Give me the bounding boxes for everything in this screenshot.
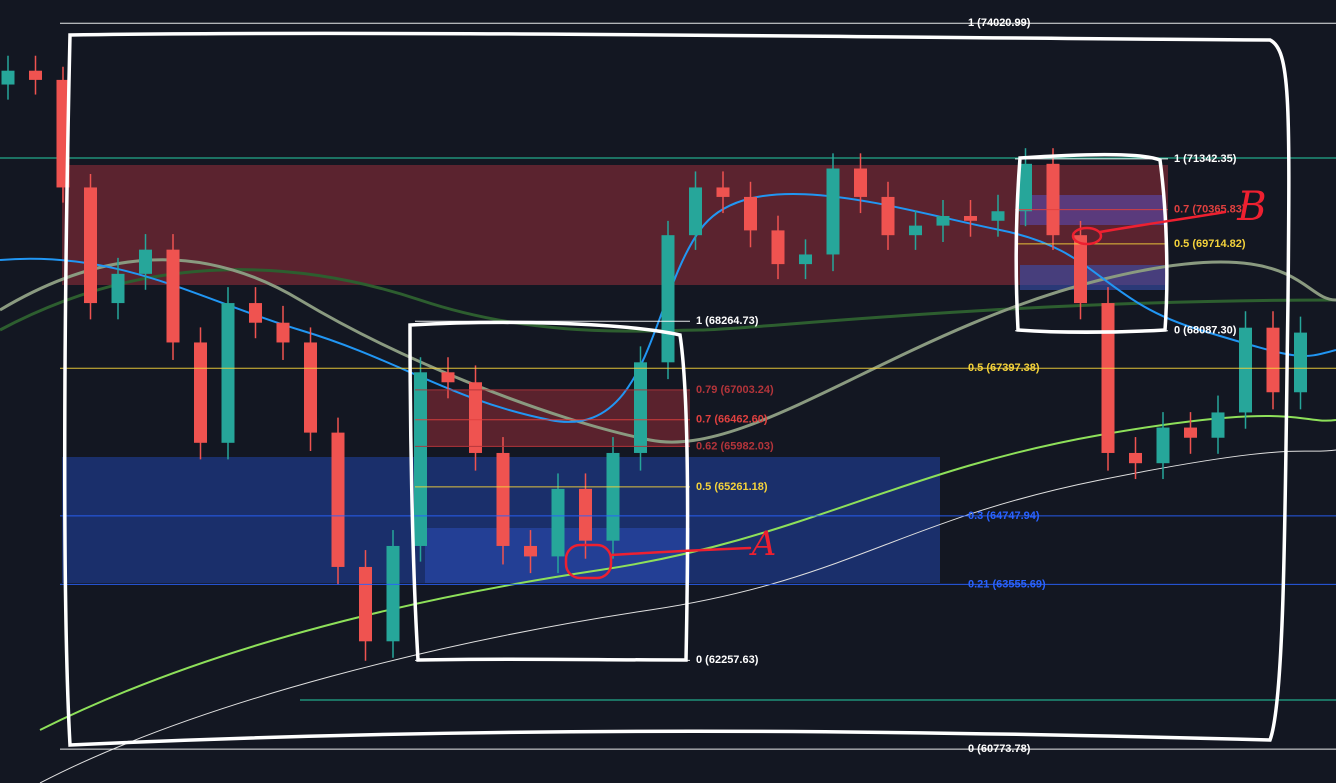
candle-body bbox=[1211, 412, 1225, 438]
candle-body bbox=[1, 70, 15, 85]
candle-body bbox=[276, 322, 290, 343]
candle-body bbox=[1156, 427, 1170, 464]
annotation-text: A bbox=[749, 524, 777, 564]
fib-label: 0.62 (65982.03) bbox=[696, 440, 774, 452]
moving-average bbox=[39, 415, 1336, 731]
candle-body bbox=[1129, 452, 1142, 464]
hand-arrow bbox=[609, 546, 752, 557]
hand-circle bbox=[564, 543, 613, 580]
hand-circle bbox=[1071, 226, 1103, 246]
fib-label: 0.7 (66462.60) bbox=[696, 414, 768, 426]
candle-body bbox=[1019, 163, 1032, 212]
candle-body bbox=[331, 432, 345, 567]
candle-body bbox=[221, 303, 235, 443]
candle-body bbox=[1239, 327, 1252, 413]
candle-body bbox=[771, 230, 785, 265]
candle-body bbox=[716, 187, 730, 197]
fib-zone bbox=[425, 390, 690, 447]
candle-body bbox=[634, 362, 647, 453]
candle-body bbox=[909, 225, 922, 236]
candle-body bbox=[194, 342, 207, 443]
candle-body bbox=[826, 168, 840, 255]
hand-box bbox=[408, 320, 690, 662]
candle-body bbox=[84, 187, 97, 304]
candle-body bbox=[661, 235, 675, 363]
candle-body bbox=[1266, 327, 1280, 393]
moving-average bbox=[0, 192, 1336, 423]
moving-average bbox=[0, 268, 1336, 333]
candle-body bbox=[579, 488, 592, 541]
fib-label: 1 (71342.35) bbox=[1174, 153, 1237, 165]
hand-box bbox=[62, 31, 1291, 747]
candle-body bbox=[469, 382, 482, 453]
moving-average bbox=[39, 449, 1336, 783]
fib-label: 0.5 (65261.18) bbox=[696, 481, 768, 493]
hand-box bbox=[1014, 152, 1169, 334]
hand-drawing bbox=[564, 210, 1227, 580]
candle-body bbox=[304, 342, 317, 433]
fib-levels: 1 (74020.99) 0.5 (67397.38) 0.3 (64747.94)… bbox=[60, 17, 1336, 755]
fib-label: 0 (62257.63) bbox=[696, 654, 759, 666]
hand-arrow bbox=[1098, 210, 1227, 234]
candle-body bbox=[496, 452, 510, 546]
candle-body bbox=[854, 168, 867, 197]
candle-body bbox=[29, 70, 42, 80]
candle-body bbox=[1184, 427, 1197, 438]
candle-body bbox=[964, 216, 977, 221]
candle-body bbox=[551, 488, 565, 557]
fib-label: 0.5 (67397.38) bbox=[968, 362, 1040, 374]
candle-body bbox=[1101, 303, 1115, 453]
candle-body bbox=[414, 372, 427, 546]
fib-label: 0.79 (67003.24) bbox=[696, 384, 774, 396]
fib-label: 0.5 (69714.82) bbox=[1174, 238, 1246, 250]
fib-label: 0.21 (63555.69) bbox=[968, 578, 1046, 590]
candle-body bbox=[1046, 163, 1060, 236]
candle-body bbox=[441, 372, 455, 383]
candle-body bbox=[744, 196, 757, 231]
candle-body bbox=[1074, 235, 1087, 304]
candle-body bbox=[881, 196, 895, 236]
candle-body bbox=[524, 545, 537, 557]
fib-label: 1 (74020.99) bbox=[968, 17, 1031, 29]
moving-average bbox=[0, 258, 1336, 444]
candles bbox=[1, 55, 1307, 661]
fib-label: 1 (68264.73) bbox=[696, 315, 759, 327]
hand-drawing bbox=[62, 31, 1291, 747]
annotation-text: B bbox=[1236, 184, 1266, 230]
candle-body bbox=[166, 249, 180, 343]
fib-label: 0 (68087.30) bbox=[1174, 325, 1237, 337]
candle-body bbox=[139, 249, 152, 274]
candle-body bbox=[111, 273, 125, 304]
candle-body bbox=[991, 211, 1005, 221]
candle-body bbox=[606, 452, 620, 541]
candle-body bbox=[689, 187, 702, 236]
candle-body bbox=[799, 254, 812, 265]
fib-label: 0.3 (64747.94) bbox=[968, 510, 1040, 522]
candle-body bbox=[249, 303, 262, 323]
candle-body bbox=[936, 216, 950, 226]
candle-body bbox=[386, 545, 400, 642]
fib-zone bbox=[1020, 265, 1165, 290]
candle-body bbox=[359, 566, 372, 642]
supply-zone bbox=[62, 165, 1168, 285]
fib-label: 0.7 (70365.83) bbox=[1174, 204, 1246, 216]
fib-label: 0 (60773.78) bbox=[968, 743, 1031, 755]
candle-body bbox=[1294, 332, 1307, 393]
